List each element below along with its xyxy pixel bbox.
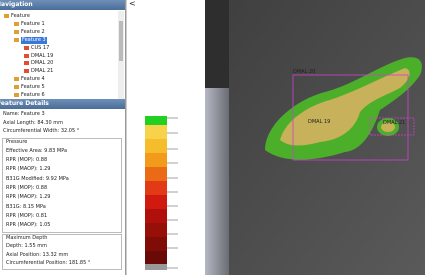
swatch (145, 223, 167, 237)
tree-icon (14, 77, 19, 81)
color-scale (126, 0, 206, 275)
swatch (145, 116, 167, 125)
swatch (145, 181, 167, 195)
app-window: Navigation FeatureFeature 1Feature 2Feat… (0, 0, 425, 275)
tree-item[interactable]: Feature 1 (21, 21, 45, 28)
swatch (145, 139, 167, 153)
tree-item[interactable]: DMAL 20 (31, 60, 53, 67)
tree-icon (14, 93, 19, 97)
swatch (145, 251, 167, 264)
tree-item[interactable]: Feature 5 (21, 84, 45, 91)
swatch (145, 125, 167, 139)
tree-icon (14, 85, 19, 89)
swatch (145, 209, 167, 223)
swatch (145, 237, 167, 251)
tree-icon (14, 22, 19, 26)
pipe-shadow (205, 0, 229, 88)
scrollbar[interactable] (118, 11, 124, 99)
feature-label: DMAL 19 (308, 119, 330, 125)
group-box (2, 234, 122, 270)
tree-icon (4, 14, 9, 18)
pipe-edge (205, 88, 229, 275)
swatch (145, 195, 167, 209)
nav-header: Navigation (0, 0, 125, 10)
group-box (2, 138, 122, 233)
tree-item[interactable]: Feature (11, 13, 30, 20)
tree-item[interactable]: DMAL 19 (31, 53, 53, 60)
tree-item[interactable]: Feature 2 (21, 29, 45, 36)
tree-icon (24, 69, 29, 73)
swatch (145, 153, 167, 167)
tree-item[interactable]: Feature 6 (21, 92, 45, 99)
detail-line: Circumferential Width: 32.05 ° (3, 128, 79, 135)
tree-icon (14, 30, 19, 34)
feature-label: DMAL 21 (383, 120, 405, 126)
swatch (145, 167, 167, 181)
scroll-thumb[interactable] (119, 21, 123, 61)
tree-item[interactable]: Feature 3 (21, 37, 47, 44)
details-header: Feature Details (0, 99, 125, 109)
tree-item[interactable]: Feature 4 (21, 76, 45, 83)
feature-label: DMAL 20 (293, 69, 315, 75)
tree-icon (24, 61, 29, 65)
tree-icon (24, 46, 29, 50)
tree-item[interactable]: DMAL 21 (31, 68, 53, 75)
scale-ticks (167, 118, 178, 268)
detail-line: Axial Length: 84.30 mm (3, 120, 63, 127)
tree-item[interactable]: CUS 17 (31, 45, 49, 52)
swatch (145, 264, 167, 270)
detail-line: Name: Feature 3 (3, 111, 45, 118)
legend-panel: < (126, 0, 206, 275)
scan-view: DMAL 20 DMAL 19 DMAL 21 (205, 0, 425, 275)
tree-icon (24, 54, 29, 58)
tree-icon (14, 38, 19, 42)
